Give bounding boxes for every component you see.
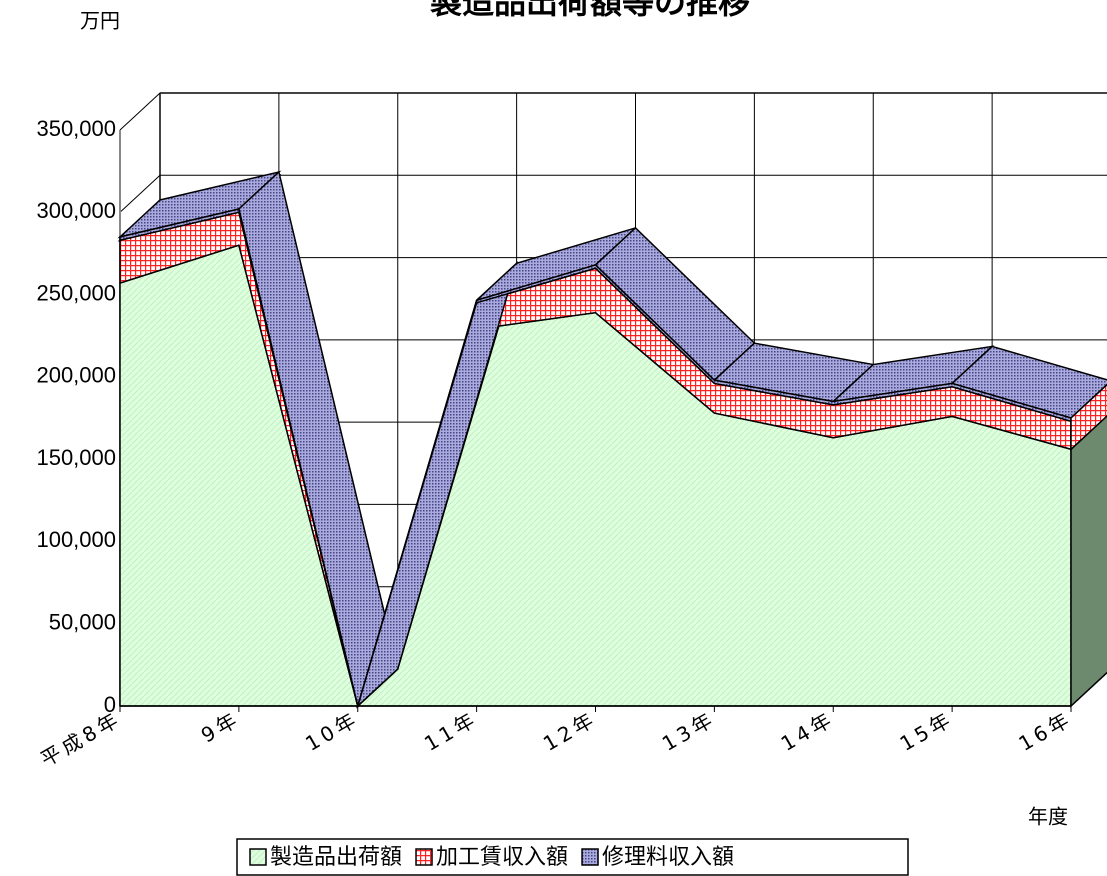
x-axis-label: 年度 <box>1028 805 1068 829</box>
y-axis-label: 万円 <box>80 9 120 33</box>
area-side-face <box>1070 383 1107 451</box>
x-tick-label: 平成8年 <box>36 706 125 771</box>
legend-swatch <box>581 848 599 866</box>
x-tick-label: 13年 <box>658 706 720 756</box>
legend-swatch <box>415 848 433 866</box>
x-tick-label: 10年 <box>301 706 363 756</box>
x-tick-label: 15年 <box>896 706 958 756</box>
grid-line <box>119 92 1107 131</box>
legend-label: 製造品出荷額 <box>270 845 402 870</box>
area-side-face <box>1070 414 1107 708</box>
legend-swatch <box>249 848 267 866</box>
legend-label: 修理料収入額 <box>602 845 734 870</box>
y-tick-label: 0 <box>104 692 116 717</box>
legend-label: 加工賃収入額 <box>436 845 568 870</box>
x-tick-label: 12年 <box>539 706 601 756</box>
x-tick-label: 14年 <box>777 706 839 756</box>
y-tick-label: 200,000 <box>36 363 116 388</box>
y-tick-label: 350,000 <box>36 116 116 141</box>
y-tick-label: 50,000 <box>49 610 116 635</box>
y-tick-label: 250,000 <box>36 280 116 305</box>
x-tick-label: 11年 <box>420 706 482 756</box>
y-tick-label: 150,000 <box>36 445 116 470</box>
y-tick-label: 100,000 <box>36 527 116 552</box>
legend <box>236 838 909 876</box>
x-tick-label: 9年 <box>197 706 244 747</box>
y-tick-label: 300,000 <box>36 198 116 223</box>
chart-title: 製造品出荷額等の推移 <box>430 0 750 21</box>
x-tick-label: 16年 <box>1014 706 1076 756</box>
